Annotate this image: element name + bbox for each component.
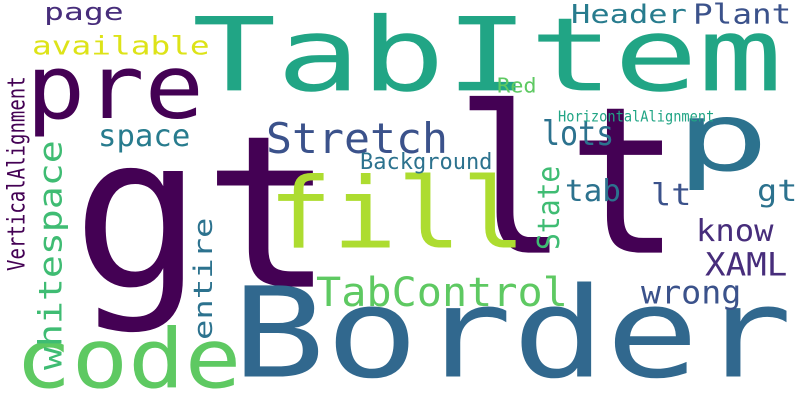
word-available: available (32, 30, 210, 61)
word-gt-large: gt (72, 90, 335, 338)
word-state: State (532, 165, 568, 250)
word-code: code (15, 311, 242, 400)
word-horizontalalignment: HorizontalAlignment (558, 107, 715, 126)
word-border: Border (232, 261, 793, 400)
word-wrong: wrong (641, 274, 742, 313)
word-lt-small: lt (651, 178, 692, 214)
word-lt-large: lt (455, 63, 681, 302)
word-stretch: Stretch (266, 114, 448, 163)
word-space: space (98, 119, 191, 155)
word-xaml: XAML (705, 246, 788, 285)
word-entire: entire (188, 217, 219, 340)
word-tabcontrol: TabControl (316, 270, 568, 316)
word-background: Background (360, 149, 493, 176)
word-whitespace: whitespace (32, 140, 70, 370)
word-plant: Plant (693, 0, 792, 32)
word-lots: lots (542, 114, 615, 155)
word-fill: fill (268, 156, 526, 271)
word-red: Red (497, 74, 537, 99)
word-tabitem: TabItem (192, 0, 783, 115)
word-pre: pre (26, 36, 204, 139)
word-header: Header (571, 0, 687, 30)
word-verticalalignment: VerticalAlignment (2, 76, 31, 271)
word-tab: tab (565, 174, 621, 210)
word-page: page (44, 0, 124, 26)
word-gt-small: gt (757, 174, 798, 210)
word-p: p (675, 82, 770, 193)
word-know: know (696, 214, 774, 250)
